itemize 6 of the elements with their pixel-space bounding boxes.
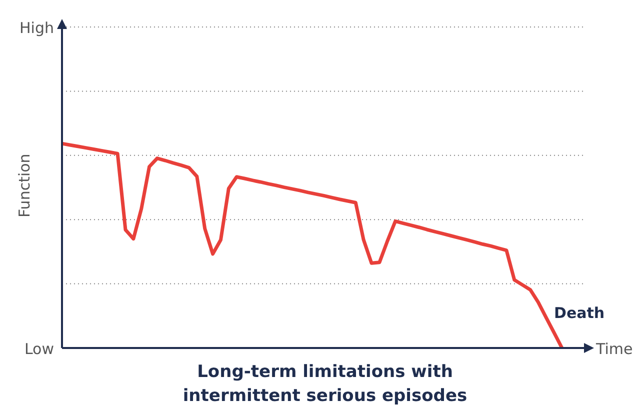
text: Long-term limitations with intermittent serious episodes	[182, 361, 468, 407]
y-axis-title: Function	[15, 154, 34, 218]
x-axis-title: Time	[595, 340, 633, 358]
text: High	[20, 19, 54, 37]
annotation: Death	[554, 304, 605, 322]
text: Low	[24, 340, 54, 358]
